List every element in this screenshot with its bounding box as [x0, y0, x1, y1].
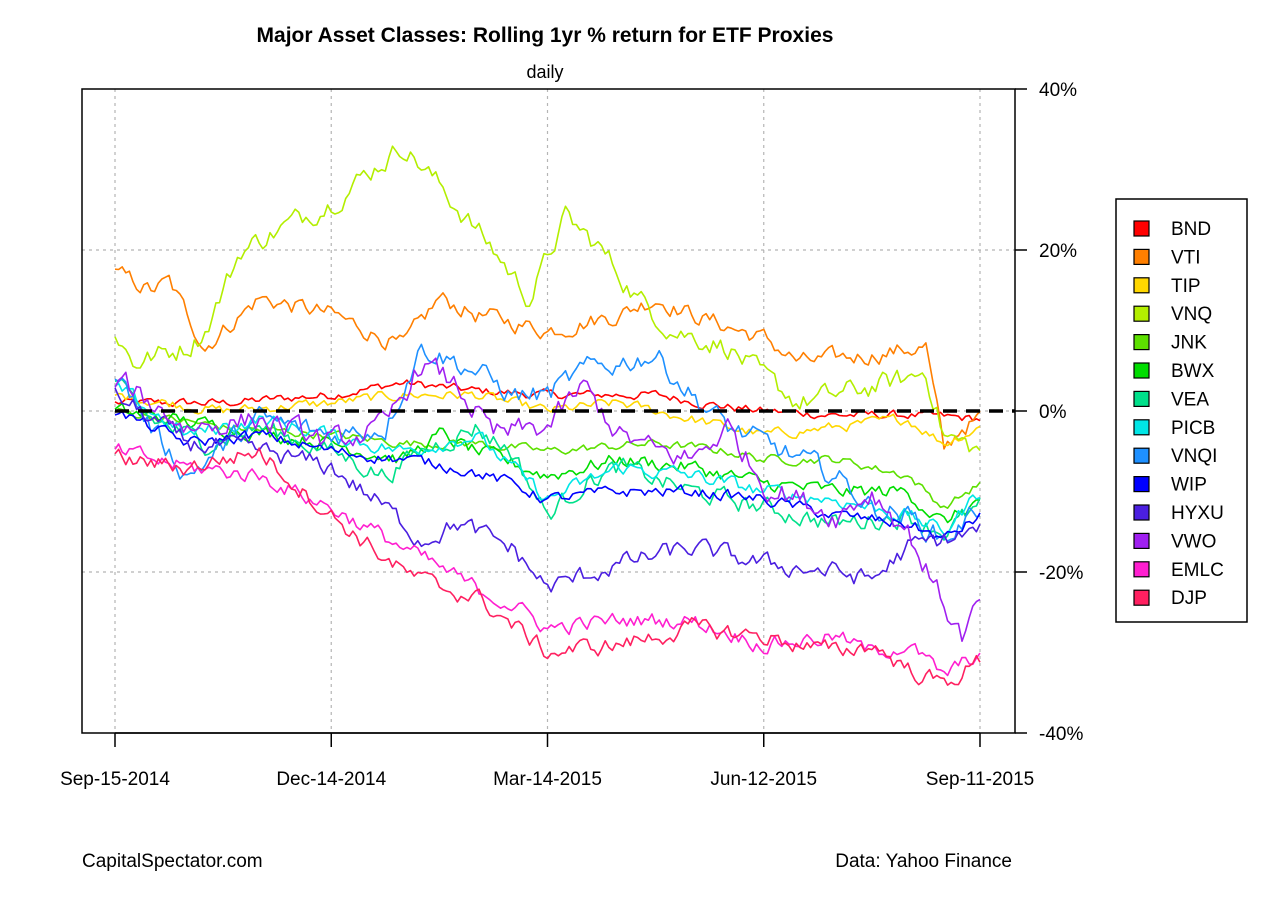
source-credit: CapitalSpectator.com [82, 851, 263, 872]
y-tick-label: 40% [1039, 80, 1077, 101]
legend-label: VNQ [1171, 304, 1212, 325]
legend-swatch [1133, 305, 1150, 322]
x-tick-label: Dec-14-2014 [276, 769, 386, 790]
legend-swatch [1133, 561, 1150, 578]
series-line-vnqi [114, 343, 981, 543]
legend-swatch [1133, 504, 1150, 521]
legend-swatch [1133, 476, 1150, 493]
y-tick-label: -40% [1039, 724, 1083, 745]
series-line-jnk [114, 407, 981, 510]
x-tick-label: Sep-15-2014 [60, 769, 170, 790]
series-line-djp [114, 447, 981, 686]
y-tick-label: 0% [1039, 402, 1067, 423]
y-tick-label: -20% [1039, 563, 1083, 584]
x-tick-label: Jun-12-2015 [710, 769, 817, 790]
legend-label: DJP [1171, 588, 1207, 609]
legend-swatch [1133, 220, 1150, 237]
legend-swatch [1133, 589, 1150, 606]
legend-swatch [1133, 277, 1150, 294]
legend-label: JNK [1171, 333, 1207, 354]
series-line-bwx [114, 402, 981, 524]
legend-label: EMLC [1171, 560, 1224, 581]
legend-label: VTI [1171, 247, 1201, 268]
legend-swatch [1133, 419, 1150, 436]
legend-label: PICB [1171, 418, 1215, 439]
chart-title: Major Asset Classes: Rolling 1yr % retur… [257, 24, 834, 47]
x-tick-label: Sep-11-2015 [926, 769, 1034, 790]
series-line-wip [114, 410, 981, 539]
legend-label: VWO [1171, 531, 1216, 552]
legend-swatch [1133, 248, 1150, 265]
legend-label: TIP [1171, 276, 1201, 297]
series-line-bnd [114, 379, 981, 422]
y-tick-label: 20% [1039, 241, 1077, 262]
series-line-vti [114, 266, 981, 450]
legend-label: WIP [1171, 475, 1207, 496]
x-axis: Sep-15-2014 Dec-14-2014 Mar-14-2015 Jun-12-… [60, 732, 1034, 790]
legend-label: VNQI [1171, 446, 1217, 467]
data-source: Data: Yahoo Finance [835, 851, 1012, 872]
series-line-picb [114, 382, 981, 536]
legend-label: BND [1171, 219, 1211, 240]
legend: BND VTI TIP VNQ JNK BWX VEA PICB VNQI WIP HYXU VWO E… [1115, 198, 1248, 623]
legend-box [1115, 198, 1248, 623]
legend-label: HYXU [1171, 503, 1224, 524]
legend-swatch [1133, 447, 1150, 464]
legend-swatch [1133, 532, 1150, 550]
y-axis: 40% 20% 0% -20% -40% [1015, 80, 1083, 745]
legend-swatch [1133, 390, 1150, 407]
plot-series [114, 145, 981, 686]
chart-subtitle: daily [526, 62, 563, 82]
legend-label: VEA [1171, 389, 1209, 410]
x-tick-label: Mar-14-2015 [493, 769, 602, 790]
series-line-vnq [114, 145, 981, 453]
series-line-emlc [114, 443, 981, 677]
legend-swatch [1133, 334, 1150, 351]
legend-label: BWX [1171, 361, 1215, 382]
series-line-vea [114, 378, 981, 541]
legend-swatch [1133, 362, 1150, 379]
series-line-vwo [114, 357, 981, 643]
